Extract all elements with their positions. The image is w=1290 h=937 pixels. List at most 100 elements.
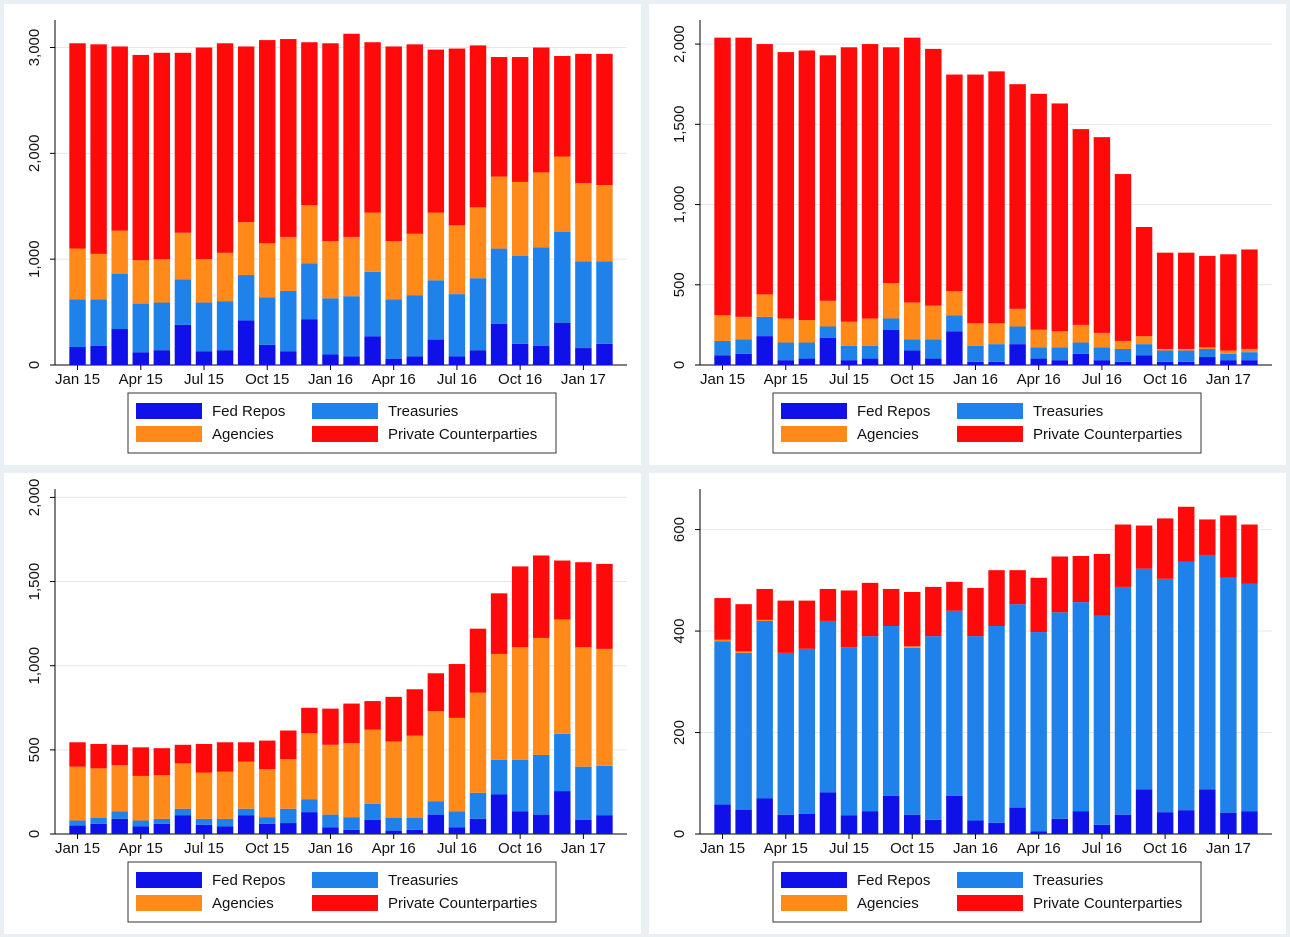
- bar-segment: [111, 329, 128, 365]
- x-tick-label: Jan 15: [700, 840, 745, 857]
- bar-segment: [925, 305, 942, 340]
- x-tick-label: Jan 15: [55, 371, 100, 388]
- bar-segment: [364, 701, 381, 730]
- bar-segment: [1178, 348, 1195, 351]
- bar-segment: [777, 814, 794, 834]
- y-tick-label: 0: [671, 830, 688, 838]
- bar-segment: [153, 775, 171, 819]
- x-tick-label: Oct 15: [245, 371, 289, 388]
- bar-segment: [840, 590, 858, 648]
- bar-segment: [1220, 350, 1237, 354]
- bar-segment: [132, 352, 149, 365]
- bar-segment: [322, 354, 339, 365]
- bar-segment: [174, 52, 192, 233]
- bar-segment: [596, 563, 613, 649]
- bar-segment: [533, 247, 550, 346]
- bar-segment: [861, 636, 879, 812]
- bar-segment: [216, 43, 234, 253]
- legend-label: Treasuries: [388, 872, 458, 889]
- bar-segment: [882, 283, 900, 319]
- bar-segment: [90, 823, 107, 834]
- bar-segment: [554, 733, 571, 792]
- bar-segment: [90, 299, 107, 346]
- bar-segment: [364, 819, 381, 834]
- bar-segment: [819, 588, 837, 621]
- bar-segment: [448, 356, 466, 365]
- legend-label: Fed Repos: [857, 872, 930, 889]
- y-tick-label: 1,000: [26, 647, 43, 685]
- bar-segment: [1135, 525, 1153, 569]
- bar-segment: [1135, 568, 1153, 790]
- bar-segment: [756, 798, 773, 834]
- x-tick-label: Jan 16: [308, 840, 353, 857]
- bar-segment: [301, 707, 318, 734]
- bar-segment: [904, 646, 921, 648]
- legend-swatch: [312, 426, 378, 442]
- bar-segment: [280, 808, 297, 824]
- bar-segment: [1156, 812, 1174, 834]
- bar-segment: [819, 55, 837, 301]
- legend-label: Fed Repos: [212, 403, 285, 420]
- bar-segment: [364, 271, 381, 337]
- bar-segment: [1178, 350, 1195, 362]
- bar-segment: [714, 641, 731, 805]
- bar-segment: [1030, 347, 1047, 359]
- bar-segment: [1051, 347, 1068, 361]
- x-tick-label: Oct 16: [1143, 840, 1187, 857]
- bar-segment: [1199, 356, 1216, 365]
- bar-segment: [904, 37, 921, 303]
- x-tick-label: Apr 15: [119, 371, 163, 388]
- bar-segment: [1178, 361, 1195, 365]
- bar-segment: [533, 814, 550, 834]
- bar-segment: [427, 49, 445, 213]
- bar-segment: [448, 225, 466, 295]
- x-tick-label: Jul 16: [1082, 371, 1122, 388]
- bar-segment: [1220, 254, 1237, 351]
- bar-segment: [69, 299, 86, 348]
- legend-box: [127, 392, 557, 454]
- bar-segment: [575, 766, 592, 820]
- bar-segment: [469, 350, 487, 365]
- x-tick-label: Jan 17: [561, 371, 606, 388]
- bar-segment: [988, 361, 1005, 365]
- bar-segment: [90, 253, 107, 300]
- bar-segment: [490, 248, 508, 324]
- bar-segment: [1093, 360, 1111, 365]
- x-tick-label: Oct 15: [890, 840, 934, 857]
- bar-segment: [153, 350, 171, 365]
- legend-swatch: [781, 426, 847, 442]
- bar-segment: [1072, 353, 1090, 365]
- bar-segment: [448, 294, 466, 357]
- legend-swatch: [957, 872, 1023, 888]
- bar-segment: [1009, 84, 1026, 309]
- x-tick-label: Apr 15: [764, 371, 808, 388]
- bar-segment: [1009, 326, 1026, 345]
- bar-segment: [735, 37, 752, 317]
- bar-segment: [343, 703, 360, 744]
- legend-label: Agencies: [212, 895, 274, 912]
- bar-segment: [533, 47, 550, 173]
- bar-segment: [511, 181, 529, 256]
- x-tick-label: Oct 15: [245, 840, 289, 857]
- bar-segment: [554, 55, 571, 157]
- y-tick-label: 2,000: [26, 479, 43, 517]
- bar-segment: [385, 241, 402, 300]
- bar-segment: [575, 182, 592, 262]
- x-tick-label: Jul 15: [184, 840, 224, 857]
- bar-segment: [554, 156, 571, 232]
- bar-segment: [490, 759, 508, 795]
- legend-label: Private Counterparties: [1033, 426, 1182, 443]
- bar-segment: [1156, 578, 1174, 813]
- bar-segment: [132, 303, 149, 353]
- bar-segment: [1051, 103, 1068, 332]
- bar-segment: [216, 771, 234, 819]
- bar-segment: [469, 692, 487, 793]
- bar-segment: [904, 591, 921, 647]
- legend-box: [127, 861, 557, 923]
- bar-segment: [714, 804, 731, 834]
- legend-label: Agencies: [212, 426, 274, 443]
- bar-segment: [364, 212, 381, 272]
- bar-segment: [322, 708, 339, 745]
- bar-segment: [301, 733, 318, 800]
